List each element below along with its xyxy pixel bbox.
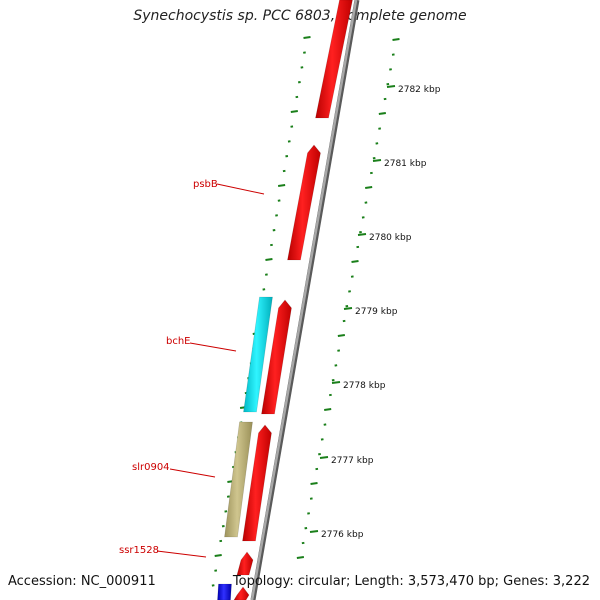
gene-feature <box>315 0 353 119</box>
ruler-label: 2776 kbp <box>321 530 364 540</box>
ruler-major-tick <box>331 381 341 384</box>
gene-ssr1528 <box>236 551 254 576</box>
gene-feature <box>233 586 250 600</box>
gene-feature <box>261 299 292 415</box>
topology-text: Topology: circular; Length: 3,573,470 bp… <box>232 574 590 589</box>
ruler-label: 2779 kbp <box>355 307 398 317</box>
ruler-tick <box>351 260 359 263</box>
ruler-tick <box>214 554 222 557</box>
ruler-major-tick <box>372 159 382 162</box>
gene-labels: psbB bchE slr0904 ssr1528 <box>119 179 265 558</box>
gene-leader-line <box>189 342 237 352</box>
gene-label-ssr1528: ssr1528 <box>119 545 159 556</box>
gene-features <box>217 0 353 600</box>
ruler-major-tick <box>309 530 319 533</box>
ruler-major-tick <box>386 85 396 88</box>
ruler-label: 2780 kbp <box>369 233 412 243</box>
genome-backbone <box>250 0 360 600</box>
ruler-label: 2777 kbp <box>331 456 374 466</box>
gene-feature <box>242 424 272 542</box>
gene-bchE <box>243 296 273 413</box>
gene-feature <box>217 583 232 600</box>
ruler-tick <box>303 36 311 39</box>
gene-label-psbB: psbB <box>193 179 218 190</box>
ruler-tick <box>310 482 318 485</box>
ruler-major-tick <box>319 456 329 459</box>
gene-leader-line <box>216 183 265 195</box>
ruler-tick <box>337 334 345 337</box>
ruler-tick <box>277 184 286 187</box>
gene-leader-line <box>169 468 216 478</box>
ruler-label: 2781 kbp <box>384 159 427 169</box>
ruler-tick <box>324 408 332 411</box>
gene-leader-line <box>156 550 207 558</box>
gene-slr0904 <box>224 421 253 538</box>
accession-text: Accession: NC_000911 <box>8 574 156 589</box>
ruler-major-tick <box>343 307 353 310</box>
ruler-tick <box>365 186 373 189</box>
ruler-major-tick <box>357 233 367 236</box>
ruler-tick <box>290 110 298 113</box>
ruler-tick <box>296 556 305 559</box>
ruler-tick <box>378 112 386 115</box>
ruler-label: 2782 kbp <box>398 85 441 95</box>
ruler-ticks: 2782 kbp 2781 kbp 2780 kbp 2779 kbp 2778 kbp… <box>211 36 441 587</box>
gene-label-bchE: bchE <box>166 336 191 347</box>
map-title: Synechocystis sp. PCC 6803, complete gen… <box>133 8 467 24</box>
gene-psbB <box>287 144 321 261</box>
ruler-tick <box>265 258 273 261</box>
ruler-tick <box>392 38 400 41</box>
gene-label-slr0904: slr0904 <box>132 462 170 473</box>
ruler-label: 2778 kbp <box>343 381 386 391</box>
